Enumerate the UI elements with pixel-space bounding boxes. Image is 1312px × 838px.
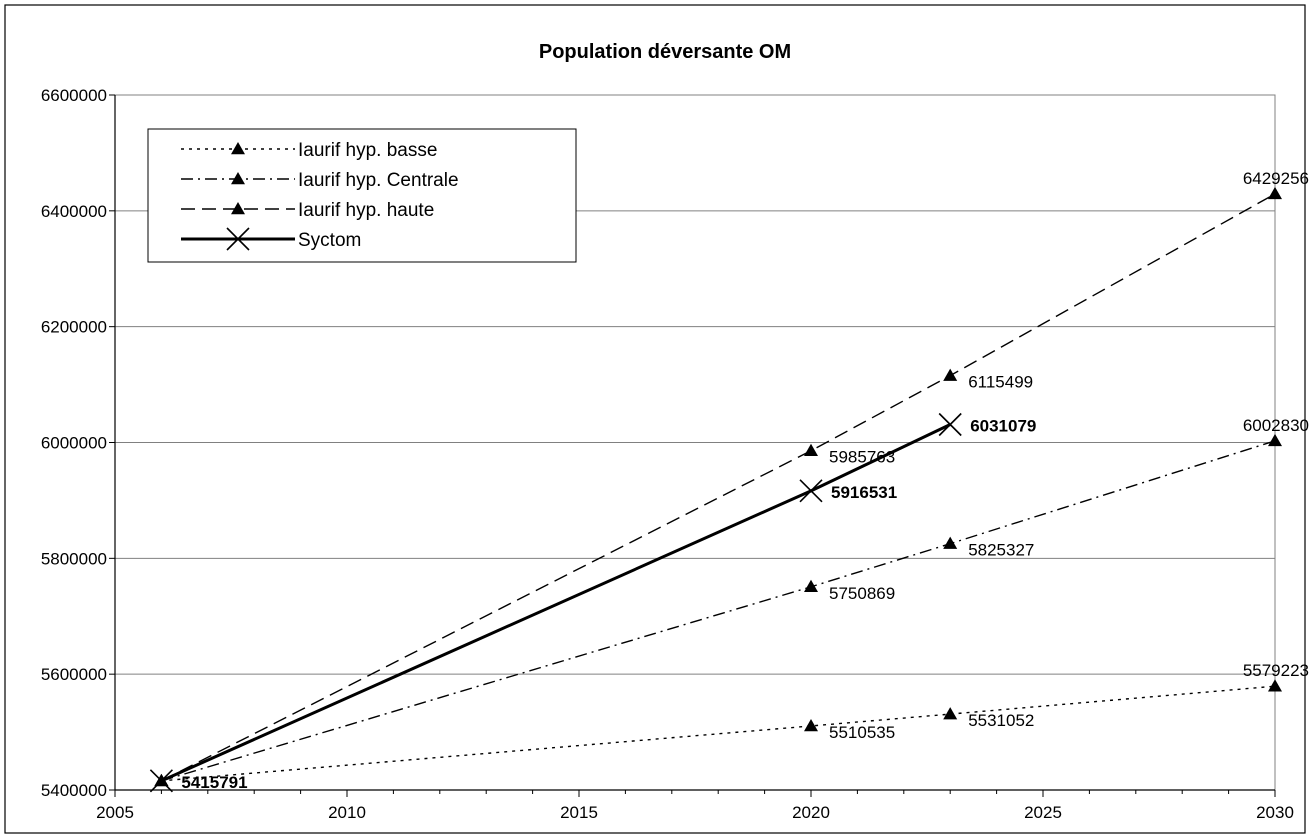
point-iaurif-hyp-centrale-2023 [943, 536, 958, 549]
x-tick-label-2020: 2020 [792, 803, 830, 822]
legend-item-syctom: Syctom [181, 227, 361, 251]
point-iaurif-hyp-centrale-2020 [804, 579, 818, 593]
point-syctom-2023 [938, 412, 962, 437]
data-label-syctom-2023: 6031079 [970, 417, 1036, 436]
y-tick-label-6000000: 6000000 [41, 434, 107, 453]
data-label-iaurif-hyp-centrale-2023: 5825327 [968, 541, 1034, 560]
x-tick-label-2015: 2015 [560, 803, 598, 822]
legend-label-iaurif-hyp-centrale: Iaurif hyp. Centrale [298, 170, 459, 191]
x-tick-label-2030: 2030 [1256, 803, 1294, 822]
point-syctom-2020 [799, 479, 823, 503]
point-iaurif-hyp-basse-2020 [804, 718, 818, 732]
data-label-iaurif-hyp-basse-2023: 5531052 [968, 711, 1034, 730]
series-syctom [149, 412, 962, 793]
data-label-iaurif-hyp-centrale-2020: 5750869 [829, 584, 895, 603]
point-iaurif-hyp-basse-2023 [943, 707, 958, 720]
legend-marker-syctom [226, 227, 250, 251]
legend-item-iaurif-hyp-basse: Iaurif hyp. basse [181, 140, 437, 161]
y-tick-label-6400000: 6400000 [41, 202, 107, 221]
chart-title: Population déversante OM [539, 41, 791, 63]
data-label-iaurif-hyp-basse-2020: 5510535 [829, 723, 895, 742]
point-syctom-2006 [149, 769, 173, 793]
point-iaurif-hyp-basse-2030 [1268, 679, 1282, 692]
data-label-iaurif-hyp-basse-2030: 5579223 [1243, 661, 1309, 680]
legend-marker-iaurif-hyp-basse [231, 142, 245, 155]
series-line-iaurif-hyp-haute [161, 193, 1276, 782]
x-tick-label-2010: 2010 [328, 803, 366, 822]
legend-item-iaurif-hyp-centrale: Iaurif hyp. Centrale [181, 170, 459, 191]
data-label-iaurif-hyp-centrale-2030: 6002830 [1243, 416, 1309, 435]
point-iaurif-hyp-centrale-2030 [1268, 433, 1282, 447]
data-label-syctom-2020: 5916531 [831, 483, 897, 502]
data-labels: 5510535 5531052 5579223 5750869 5825327 60028… [181, 169, 1309, 792]
data-label-iaurif-hyp-haute-2020: 5985763 [829, 448, 895, 467]
point-iaurif-hyp-haute-2030 [1268, 186, 1282, 200]
y-tick-label-5600000: 5600000 [41, 665, 107, 684]
data-label-iaurif-hyp-haute-2023: 6115499 [968, 373, 1033, 392]
y-tick-label-6200000: 6200000 [41, 318, 107, 337]
series-line-iaurif-hyp-centrale [161, 440, 1276, 782]
legend-marker-iaurif-hyp-haute [231, 202, 245, 215]
legend: Iaurif hyp. basse Iaurif hyp. Centrale Iau… [147, 128, 577, 263]
y-tick-label-5400000: 5400000 [41, 781, 107, 800]
data-label-iaurif-hyp-haute-2030: 6429256 [1243, 169, 1309, 188]
y-tick-label-6600000: 6600000 [41, 86, 107, 105]
legend-label-iaurif-hyp-basse: Iaurif hyp. basse [298, 140, 437, 161]
series-line-iaurif-hyp-basse [161, 685, 1276, 782]
x-tick-label-2025: 2025 [1024, 803, 1062, 822]
legend-label-syctom: Syctom [298, 230, 361, 251]
series-group [149, 186, 1282, 793]
y-tick-label-5800000: 5800000 [41, 549, 107, 568]
legend-marker-iaurif-hyp-centrale [231, 172, 245, 185]
x-tick-label-2005: 2005 [96, 803, 134, 822]
point-iaurif-hyp-haute-2023 [943, 368, 958, 381]
legend-item-iaurif-hyp-haute: Iaurif hyp. haute [181, 200, 434, 221]
point-iaurif-hyp-haute-2020 [804, 443, 818, 456]
data-label-syctom-2006: 5415791 [181, 773, 247, 792]
legend-label-iaurif-hyp-haute: Iaurif hyp. haute [298, 200, 434, 221]
